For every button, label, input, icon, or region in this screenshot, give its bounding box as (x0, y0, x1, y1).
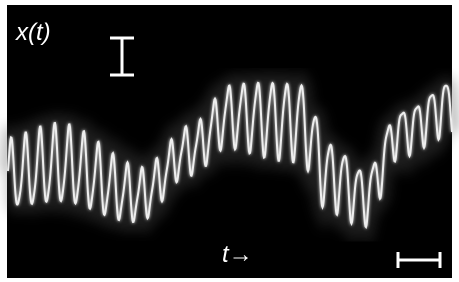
signal-label: x(t) (15, 19, 51, 46)
time-label: t→ (222, 241, 253, 268)
oscilloscope-figure: x(t) t→ (0, 0, 459, 282)
